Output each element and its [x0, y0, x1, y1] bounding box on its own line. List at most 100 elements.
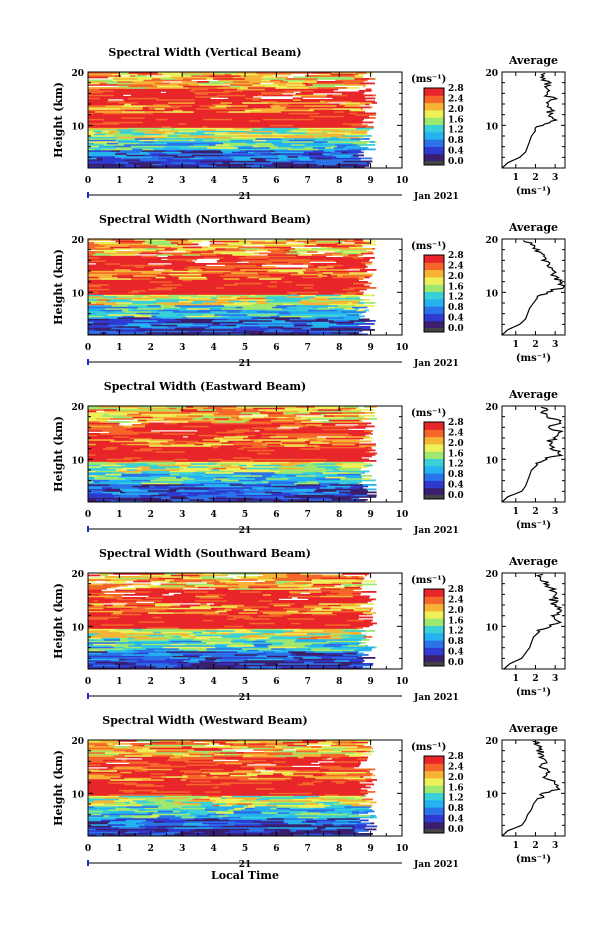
heatmap-cell — [165, 91, 185, 94]
heatmap-cell — [249, 597, 275, 599]
heatmap-cell — [358, 303, 364, 306]
heatmap-cell — [146, 440, 168, 443]
heatmap-cell — [253, 267, 265, 270]
heatmap-cell — [123, 457, 142, 459]
heatmap-cell — [267, 461, 290, 464]
heatmap-cell — [166, 827, 175, 829]
heatmap-cell — [232, 121, 253, 124]
heatmap-cell — [346, 145, 361, 148]
heatmap-cell — [215, 463, 241, 465]
heatmap-cell — [314, 618, 342, 620]
heatmap-cell — [293, 433, 309, 435]
colorbar-swatch — [424, 109, 444, 118]
heatmap-cell — [340, 257, 354, 259]
heatmap-cell — [283, 413, 295, 416]
heatmap-cell — [322, 824, 334, 826]
heatmap-cell — [93, 634, 127, 637]
heatmap-cell — [111, 601, 137, 604]
profile-x-tick-label: 3 — [552, 173, 558, 183]
profile-x-tick-label: 2 — [532, 340, 538, 350]
heatmap-cell — [343, 147, 369, 149]
heatmap-cell — [148, 276, 157, 279]
heatmap-cell — [195, 96, 220, 98]
heatmap-cell — [363, 85, 366, 88]
heatmap-cell — [191, 296, 221, 298]
heatmap-cell — [107, 810, 120, 813]
heatmap-cell — [316, 488, 329, 491]
heatmap-cell — [88, 452, 101, 455]
heatmap-cell — [246, 142, 256, 145]
heatmap-cell — [247, 162, 262, 164]
heatmap-cell — [221, 825, 243, 828]
heatmap-cell — [347, 151, 364, 154]
colorbar-swatch — [424, 139, 444, 147]
heatmap-cell — [88, 630, 110, 632]
heatmap-cell — [114, 800, 134, 802]
heatmap-cell — [142, 625, 161, 628]
heatmap-cell — [237, 606, 270, 608]
heatmap-cell — [88, 664, 94, 667]
heatmap-cell — [284, 445, 294, 447]
heatmap-cell — [236, 88, 265, 91]
heatmap-cell — [127, 661, 137, 664]
heatmap-cell — [357, 254, 363, 256]
heatmap-cell — [361, 108, 363, 110]
heatmap-cell — [176, 582, 186, 584]
heatmap-cell — [160, 782, 172, 784]
heatmap-cell — [108, 117, 122, 119]
heatmap-cell — [143, 780, 153, 783]
heatmap-cell — [96, 157, 103, 160]
heatmap-cell — [241, 309, 268, 312]
heatmap-cell — [128, 72, 159, 74]
heatmap-cell — [88, 655, 106, 658]
x-tick-label: 7 — [305, 343, 311, 353]
heatmap-cell — [288, 815, 318, 817]
heatmap-cell — [330, 497, 352, 500]
heatmap-cell — [88, 302, 97, 304]
heatmap-cell — [224, 813, 253, 816]
heatmap-cell — [178, 332, 212, 334]
heatmap-cell — [164, 795, 180, 798]
heatmap-cell — [355, 114, 376, 116]
heatmap-cell — [353, 452, 378, 455]
heatmap-cell — [129, 112, 154, 115]
profile-x-label: (ms⁻¹) — [516, 353, 551, 364]
heatmap-cell — [143, 246, 172, 249]
heatmap-cell — [133, 628, 143, 631]
heatmap-cell — [264, 246, 292, 249]
heatmap-cell — [252, 794, 263, 796]
heatmap-cell — [291, 652, 325, 655]
heatmap-cell — [103, 798, 120, 801]
heatmap-cell — [331, 287, 350, 289]
heatmap-cell — [199, 416, 232, 419]
heatmap-cell — [308, 285, 318, 288]
profile-curve — [501, 72, 559, 169]
heatmap-cell — [320, 413, 327, 416]
heatmap-cell — [115, 454, 148, 456]
heatmap-cell — [228, 97, 246, 100]
heatmap-cell — [331, 78, 355, 80]
heatmap-cell — [147, 490, 177, 492]
heatmap-cell — [255, 589, 284, 592]
heatmap-cell — [88, 132, 96, 134]
heatmap-cell — [230, 774, 258, 777]
heatmap-cell — [274, 267, 303, 270]
heatmap-cell — [88, 804, 122, 807]
heatmap-cell — [88, 830, 121, 832]
heatmap-cell — [142, 279, 158, 282]
heatmap-cell — [169, 114, 194, 116]
heatmap-cell — [202, 822, 229, 825]
heatmap-cell — [234, 824, 263, 826]
heatmap-cell — [231, 464, 240, 467]
heatmap-cell — [102, 789, 120, 792]
heatmap-cell — [108, 461, 135, 464]
heatmap-cell — [293, 600, 305, 602]
heatmap-cell — [190, 464, 215, 467]
heatmap-cell — [231, 151, 249, 154]
heatmap-cell — [181, 785, 192, 787]
heatmap-cell — [193, 323, 202, 325]
heatmap-cell — [287, 612, 304, 614]
heatmap-cell — [127, 323, 150, 325]
heatmap-cell — [166, 424, 182, 426]
heatmap-cell — [88, 121, 104, 124]
